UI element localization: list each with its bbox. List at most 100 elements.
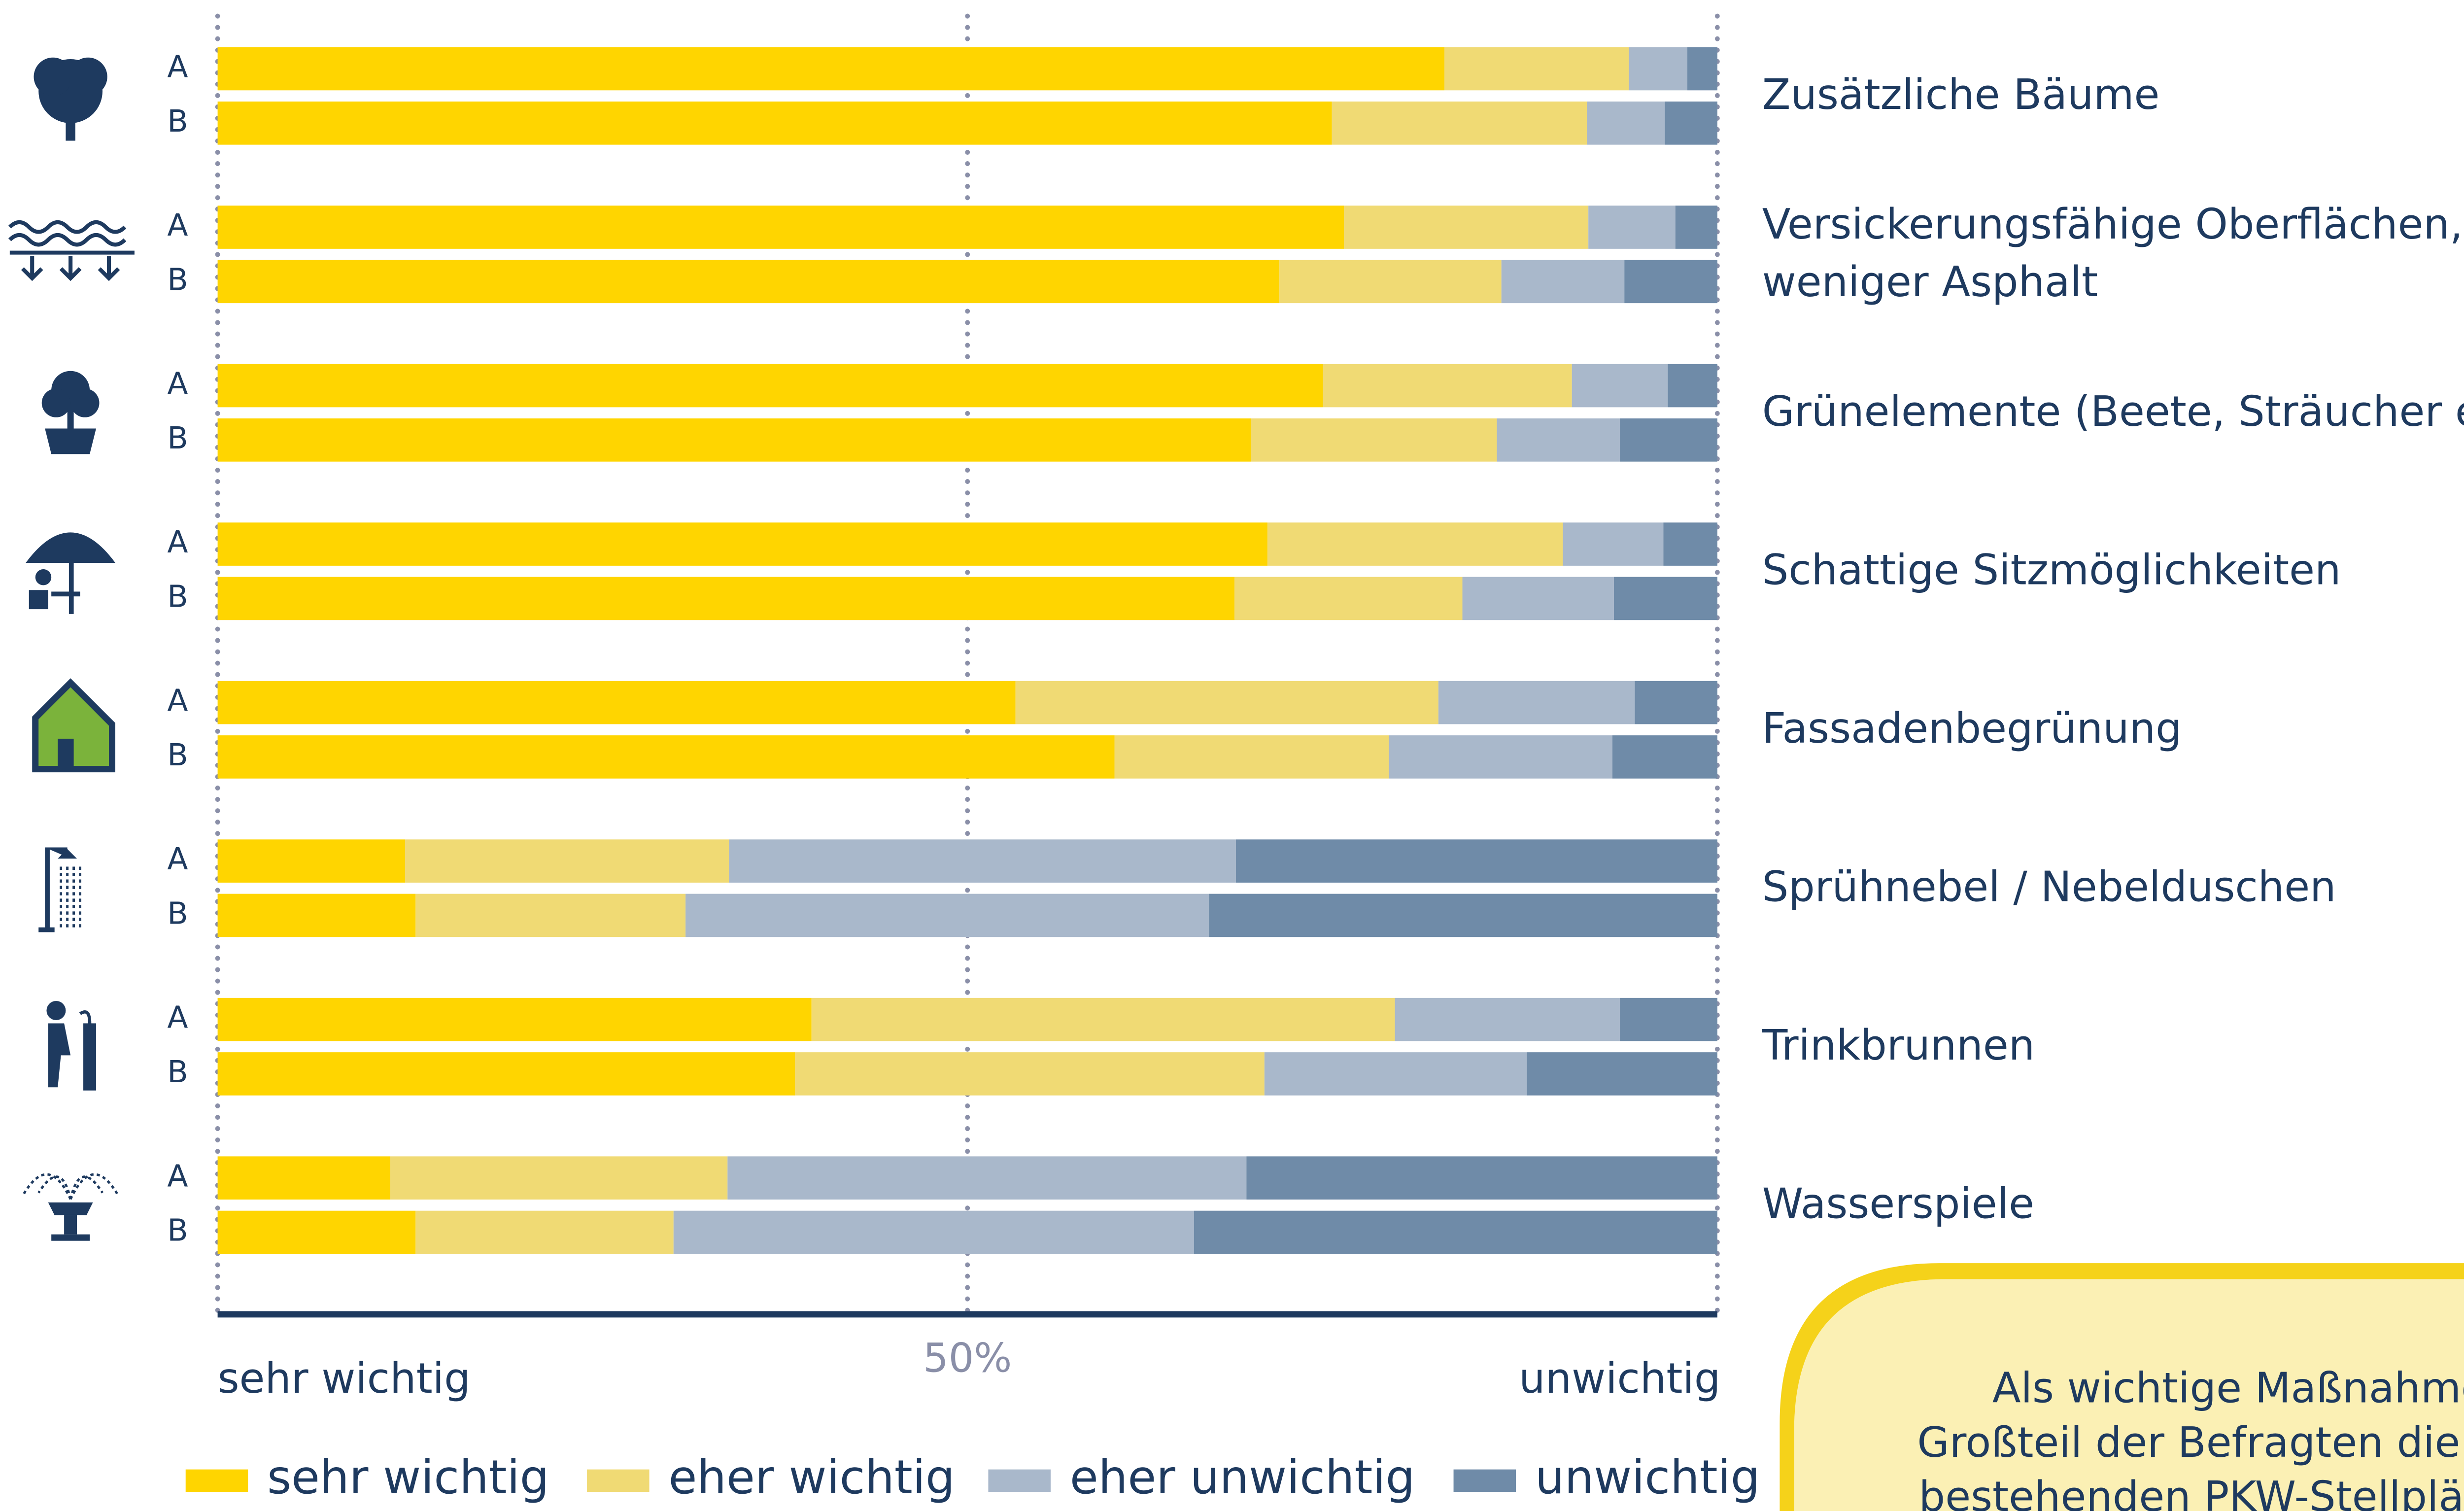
- water-icon: [8, 220, 135, 281]
- subgroup-label: A: [167, 683, 188, 719]
- bar-segment: [1675, 206, 1717, 249]
- bar-segment: [217, 681, 1016, 724]
- bar-segment: [1246, 1156, 1717, 1200]
- category-label: Sprühnebel / Nebelduschen: [1762, 862, 2336, 911]
- subgroup-label: B: [167, 896, 188, 931]
- category-label: Schattige Sitzmöglichkeiten: [1762, 546, 2341, 594]
- bar-segment: [1663, 522, 1717, 566]
- bar-segment: [1267, 522, 1563, 566]
- bar-segment: [729, 839, 1236, 883]
- bar-segment: [1629, 47, 1688, 91]
- bar-segment: [1497, 418, 1620, 462]
- bar-segment: [1620, 418, 1717, 462]
- bar-segment: [1015, 681, 1438, 724]
- bar-segment: [405, 839, 729, 883]
- bar-segment: [1264, 1052, 1527, 1096]
- legend-label: eher wichtig: [669, 1451, 955, 1505]
- bar-segment: [217, 1156, 390, 1200]
- bar-segment: [217, 1210, 416, 1254]
- bar-segment: [1572, 364, 1668, 408]
- bar-segment: [795, 1052, 1265, 1096]
- category-label: Trinkbrunnen: [1762, 1021, 2035, 1069]
- tree-icon: [34, 57, 107, 141]
- bar-segment: [1323, 364, 1572, 408]
- bar-segment: [685, 893, 1209, 937]
- bar-segment: [1209, 893, 1717, 937]
- x-label-right: unwichtig: [1519, 1354, 1720, 1403]
- subgroup-label: B: [167, 262, 188, 297]
- subgroup-label: A: [167, 207, 188, 243]
- legend-swatch: [1453, 1469, 1516, 1492]
- bar-segment: [1635, 681, 1717, 724]
- bar-segment: [1389, 735, 1612, 779]
- bar-segment: [1665, 102, 1717, 145]
- bar-segment: [1234, 577, 1463, 620]
- bar-segment: [415, 1210, 674, 1254]
- legend-label: unwichtig: [1535, 1451, 1760, 1505]
- annotation-line: Als wichtige Maßnahme sie: [1992, 1364, 2464, 1412]
- subgroup-label: B: [167, 420, 188, 456]
- bar-segment: [1462, 577, 1614, 620]
- bar-segment: [1527, 1052, 1717, 1096]
- legend-label: sehr wichtig: [267, 1451, 549, 1505]
- bar-segment: [727, 1156, 1247, 1200]
- subgroup-label: B: [167, 1054, 188, 1090]
- subgroup-label: A: [167, 1000, 188, 1035]
- bar-segment: [390, 1156, 728, 1200]
- bar-segment: [217, 735, 1115, 779]
- shower-icon: [38, 847, 82, 932]
- subgroup-label: A: [167, 49, 188, 85]
- subgroup-label: B: [167, 103, 188, 139]
- subgroup-label: B: [167, 579, 188, 614]
- bar-segment: [811, 997, 1395, 1041]
- bar-segment: [1332, 102, 1587, 145]
- bar-segment: [217, 206, 1344, 249]
- icons: [8, 57, 135, 1241]
- bar-segment: [1588, 206, 1676, 249]
- bar-segment: [217, 102, 1332, 145]
- x-label-left: sehr wichtig: [218, 1354, 471, 1403]
- subgroup-label: B: [167, 1213, 188, 1248]
- bar-segment: [1563, 522, 1664, 566]
- bar-segment: [217, 522, 1267, 566]
- bar-segment: [1194, 1210, 1717, 1254]
- category-label: Zusätzliche Bäume: [1762, 70, 2160, 119]
- legend-swatch: [988, 1469, 1051, 1492]
- category-label: Wasserspiele: [1762, 1180, 2034, 1228]
- fountain-icon: [46, 1001, 97, 1091]
- bar-segment: [1235, 839, 1717, 883]
- bar-segment: [1114, 735, 1389, 779]
- bar-segment: [217, 839, 406, 883]
- category-label: Grünelemente (Beete, Sträucher etc.): [1762, 387, 2464, 436]
- waterplay-icon: [21, 1173, 120, 1241]
- subgroup-label: B: [167, 737, 188, 773]
- legend-label: eher unwichtig: [1070, 1451, 1415, 1505]
- bar-segment: [1668, 364, 1717, 408]
- bar-segment: [217, 260, 1280, 304]
- legend-swatch: [587, 1469, 650, 1492]
- annotation-line: bestehenden PKW-Stellplätze: [1919, 1473, 2464, 1511]
- bar-segment: [673, 1210, 1194, 1254]
- bar-segment: [1438, 681, 1635, 724]
- subgroup-label: A: [167, 841, 188, 877]
- shade-icon: [26, 532, 115, 614]
- bar-segment: [217, 893, 416, 937]
- bar-segment: [1395, 997, 1620, 1041]
- legend-swatch: [185, 1469, 248, 1492]
- bar-segment: [1687, 47, 1717, 91]
- subgroup-label: A: [167, 524, 188, 560]
- annotation: Als wichtige Maßnahme sie Großteil der Be…: [1917, 1364, 2464, 1511]
- bar-segment: [1251, 418, 1497, 462]
- category-label: Versickerungsfähige Oberflächen, weniger …: [1762, 200, 2463, 306]
- bar-segment: [1620, 997, 1717, 1041]
- bar-segment: [217, 364, 1323, 408]
- bar-segment: [217, 577, 1234, 620]
- annotation-line: Großteil der Befragten die Red: [1917, 1418, 2464, 1467]
- bar-segment: [1344, 206, 1589, 249]
- bar-segment: [1613, 577, 1717, 620]
- plant-icon: [41, 371, 100, 454]
- subgroup-label: A: [167, 366, 188, 402]
- bar-segment: [1501, 260, 1625, 304]
- bar-segment: [1444, 47, 1629, 91]
